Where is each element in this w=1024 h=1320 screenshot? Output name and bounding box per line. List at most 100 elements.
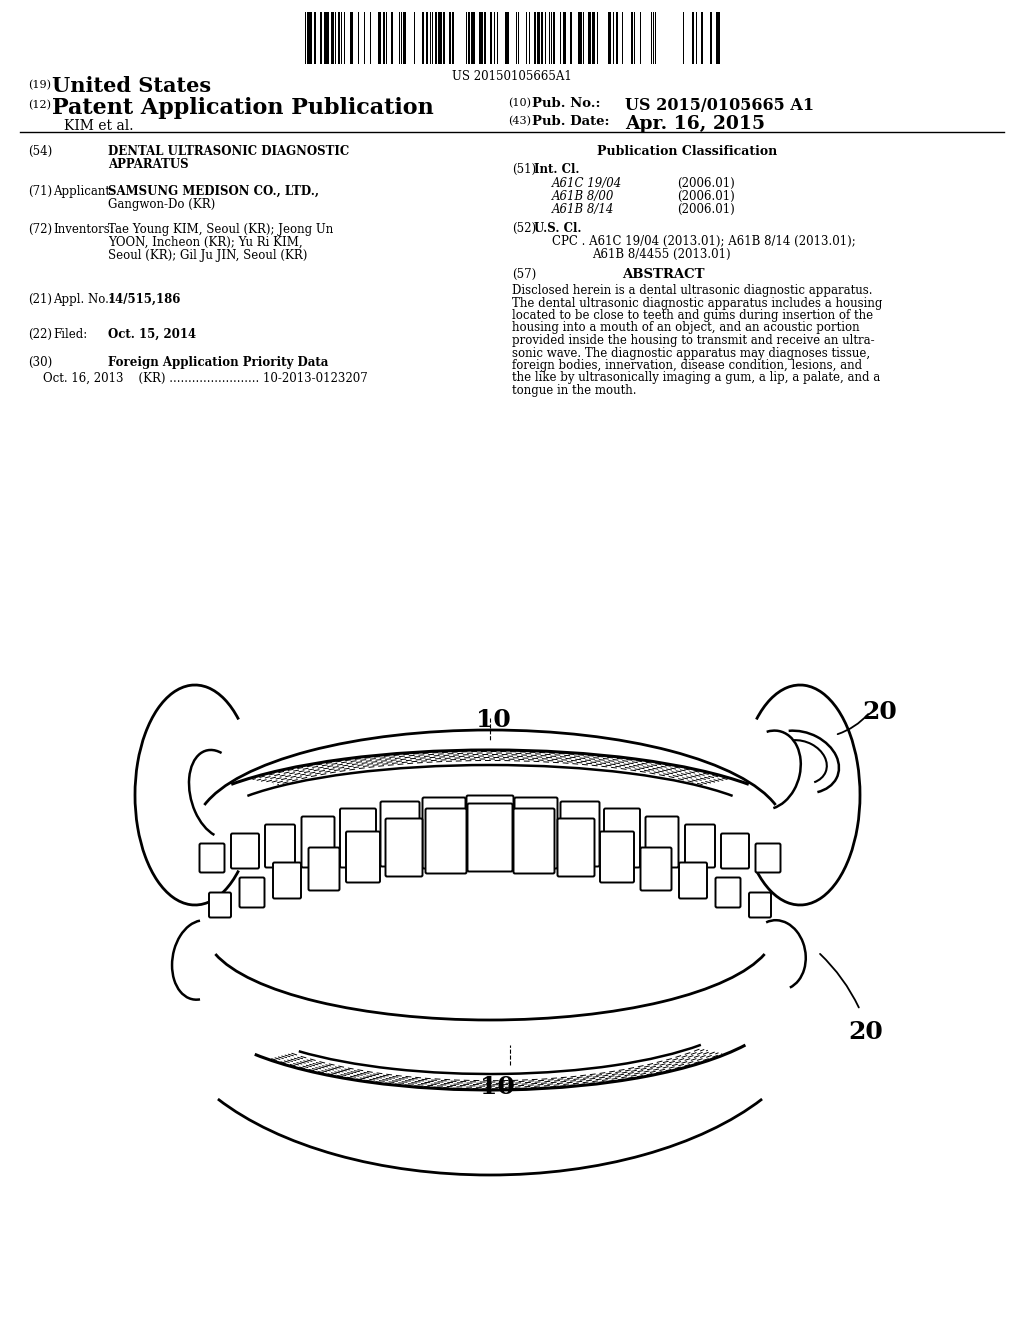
Bar (471, 12, 475, 63)
FancyBboxPatch shape (685, 825, 715, 867)
FancyBboxPatch shape (716, 878, 740, 908)
Text: (22): (22) (28, 327, 52, 341)
FancyBboxPatch shape (560, 801, 599, 866)
Bar (692, 12, 694, 63)
Text: housing into a mouth of an object, and an acoustic portion: housing into a mouth of an object, and a… (512, 322, 859, 334)
Text: Foreign Application Priority Data: Foreign Application Priority Data (108, 356, 329, 370)
Text: Filed:: Filed: (53, 327, 87, 341)
Text: A61B 8/00: A61B 8/00 (552, 190, 614, 203)
FancyBboxPatch shape (756, 843, 780, 873)
Text: A61B 8/4455 (2013.01): A61B 8/4455 (2013.01) (592, 248, 731, 261)
Text: Int. Cl.: Int. Cl. (534, 162, 580, 176)
FancyBboxPatch shape (346, 832, 380, 883)
Text: KIM et al.: KIM et al. (63, 119, 133, 133)
Bar (490, 12, 492, 63)
Text: 10: 10 (480, 1074, 515, 1100)
Bar (338, 12, 340, 63)
Text: (10): (10) (508, 98, 531, 108)
Bar (468, 12, 470, 63)
FancyBboxPatch shape (423, 797, 466, 869)
Text: Inventors:: Inventors: (53, 223, 114, 236)
FancyBboxPatch shape (265, 825, 295, 867)
FancyBboxPatch shape (231, 833, 259, 869)
FancyBboxPatch shape (721, 833, 749, 869)
Bar (452, 12, 454, 63)
Text: A61B 8/14: A61B 8/14 (552, 203, 614, 216)
Text: DENTAL ULTRASONIC DIAGNOSTIC: DENTAL ULTRASONIC DIAGNOSTIC (108, 145, 349, 158)
Bar (426, 12, 428, 63)
FancyBboxPatch shape (200, 843, 224, 873)
Text: tongue in the mouth.: tongue in the mouth. (512, 384, 637, 397)
Text: (2006.01): (2006.01) (677, 203, 735, 216)
Bar (588, 12, 591, 63)
FancyBboxPatch shape (679, 862, 707, 899)
Text: (51): (51) (512, 162, 537, 176)
Bar (435, 12, 437, 63)
FancyBboxPatch shape (340, 808, 376, 867)
Bar (324, 12, 329, 63)
Text: (43): (43) (508, 116, 531, 127)
FancyBboxPatch shape (308, 847, 340, 891)
Text: (52): (52) (512, 222, 537, 235)
FancyBboxPatch shape (514, 797, 557, 869)
Text: (57): (57) (512, 268, 537, 281)
FancyBboxPatch shape (240, 878, 264, 908)
Bar (631, 12, 633, 63)
Text: Appl. No.:: Appl. No.: (53, 293, 113, 306)
Bar (383, 12, 385, 63)
Text: 10: 10 (476, 708, 511, 733)
Text: SAMSUNG MEDISON CO., LTD.,: SAMSUNG MEDISON CO., LTD., (108, 185, 319, 198)
Text: Oct. 16, 2013    (KR) ........................ 10-2013-0123207: Oct. 16, 2013 (KR) .....................… (43, 372, 368, 385)
Text: Gangwon-Do (KR): Gangwon-Do (KR) (108, 198, 215, 211)
Text: the like by ultrasonically imaging a gum, a lip, a palate, and a: the like by ultrasonically imaging a gum… (512, 371, 881, 384)
Bar (541, 12, 543, 63)
Text: United States: United States (52, 77, 211, 96)
Text: (54): (54) (28, 145, 52, 158)
FancyBboxPatch shape (426, 808, 467, 874)
Bar (438, 12, 442, 63)
Bar (701, 12, 703, 63)
Bar (608, 12, 611, 63)
Text: (12): (12) (28, 100, 51, 111)
Bar (616, 12, 618, 63)
Text: Disclosed herein is a dental ultrasonic diagnostic apparatus.: Disclosed herein is a dental ultrasonic … (512, 284, 872, 297)
FancyBboxPatch shape (381, 801, 420, 866)
Bar (443, 12, 445, 63)
Text: Publication Classification: Publication Classification (597, 145, 777, 158)
FancyBboxPatch shape (513, 808, 555, 874)
Text: Pub. No.:: Pub. No.: (532, 96, 600, 110)
Text: (71): (71) (28, 185, 52, 198)
FancyBboxPatch shape (468, 804, 512, 871)
FancyBboxPatch shape (640, 847, 672, 891)
FancyBboxPatch shape (467, 796, 513, 870)
Bar (479, 12, 483, 63)
Bar (570, 12, 572, 63)
Bar (331, 12, 334, 63)
Text: Patent Application Publication: Patent Application Publication (52, 96, 434, 119)
Text: sonic wave. The diagnostic apparatus may diagnoses tissue,: sonic wave. The diagnostic apparatus may… (512, 346, 870, 359)
FancyBboxPatch shape (557, 818, 595, 876)
FancyBboxPatch shape (385, 818, 423, 876)
Bar (563, 12, 566, 63)
Text: 20: 20 (848, 1020, 883, 1044)
Text: ABSTRACT: ABSTRACT (622, 268, 705, 281)
Text: A61C 19/04: A61C 19/04 (552, 177, 623, 190)
FancyBboxPatch shape (645, 817, 679, 867)
Text: YOON, Incheon (KR); Yu Ri KIM,: YOON, Incheon (KR); Yu Ri KIM, (108, 236, 303, 249)
Bar (378, 12, 381, 63)
FancyBboxPatch shape (749, 892, 771, 917)
Bar (391, 12, 393, 63)
Text: (30): (30) (28, 356, 52, 370)
Bar (350, 12, 353, 63)
Text: provided inside the housing to transmit and receive an ultra-: provided inside the housing to transmit … (512, 334, 874, 347)
Text: Apr. 16, 2015: Apr. 16, 2015 (625, 115, 765, 133)
Text: foreign bodies, innervation, disease condition, lesions, and: foreign bodies, innervation, disease con… (512, 359, 862, 372)
Text: 14/515,186: 14/515,186 (108, 293, 181, 306)
Text: Oct. 15, 2014: Oct. 15, 2014 (108, 327, 197, 341)
Bar (716, 12, 720, 63)
Text: (72): (72) (28, 223, 52, 236)
Text: Applicant:: Applicant: (53, 185, 114, 198)
FancyBboxPatch shape (600, 832, 634, 883)
Text: US 20150105665A1: US 20150105665A1 (453, 70, 571, 83)
FancyBboxPatch shape (273, 862, 301, 899)
